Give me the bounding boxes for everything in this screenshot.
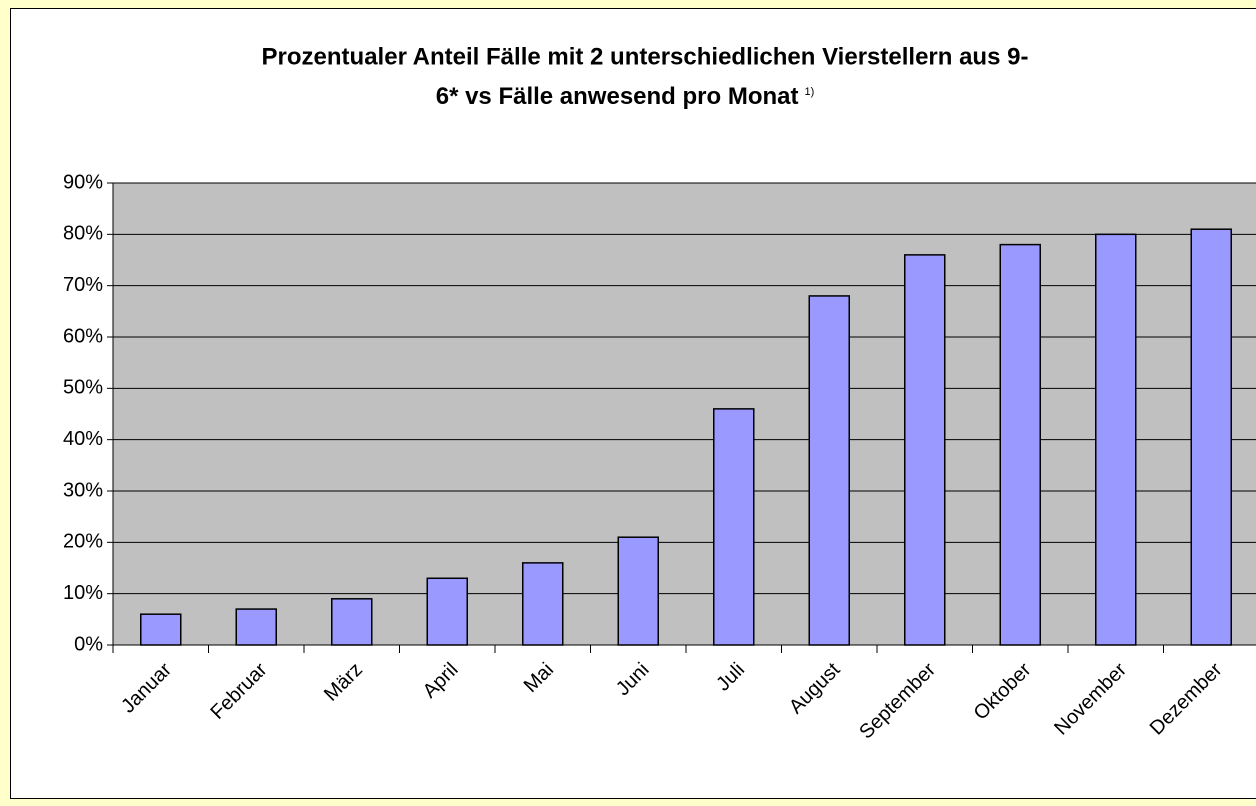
- y-tick-label: 20%: [63, 531, 103, 553]
- bar: [904, 254, 946, 646]
- y-tick-label: 60%: [63, 325, 103, 347]
- bar: [1190, 228, 1232, 646]
- y-tick-label: 70%: [63, 274, 103, 296]
- y-tick-label: 90%: [63, 171, 103, 193]
- bar: [331, 598, 373, 646]
- bar: [617, 536, 659, 646]
- y-tick-label: 40%: [63, 428, 103, 450]
- bar: [140, 613, 182, 646]
- bar: [522, 562, 564, 646]
- bar: [808, 295, 850, 646]
- title-note: 1): [804, 86, 814, 98]
- bar: [235, 608, 277, 646]
- y-tick-label: 50%: [63, 377, 103, 399]
- bar: [426, 577, 468, 646]
- y-tick-label: 0%: [74, 633, 103, 655]
- y-tick-label: 10%: [63, 582, 103, 604]
- plot-area: [112, 182, 1256, 646]
- bar: [999, 243, 1041, 646]
- y-tick-label: 30%: [63, 479, 103, 501]
- bar: [713, 408, 755, 646]
- chart-title-line: 6* vs Fälle anwesend pro Monat: [436, 83, 799, 110]
- bar: [1095, 233, 1137, 646]
- chart-title: Prozentualer Anteil Fälle mit 2 untersch…: [262, 43, 1029, 70]
- chart-title: 6* vs Fälle anwesend pro Monat 1): [436, 83, 815, 110]
- y-tick-label: 80%: [63, 223, 103, 245]
